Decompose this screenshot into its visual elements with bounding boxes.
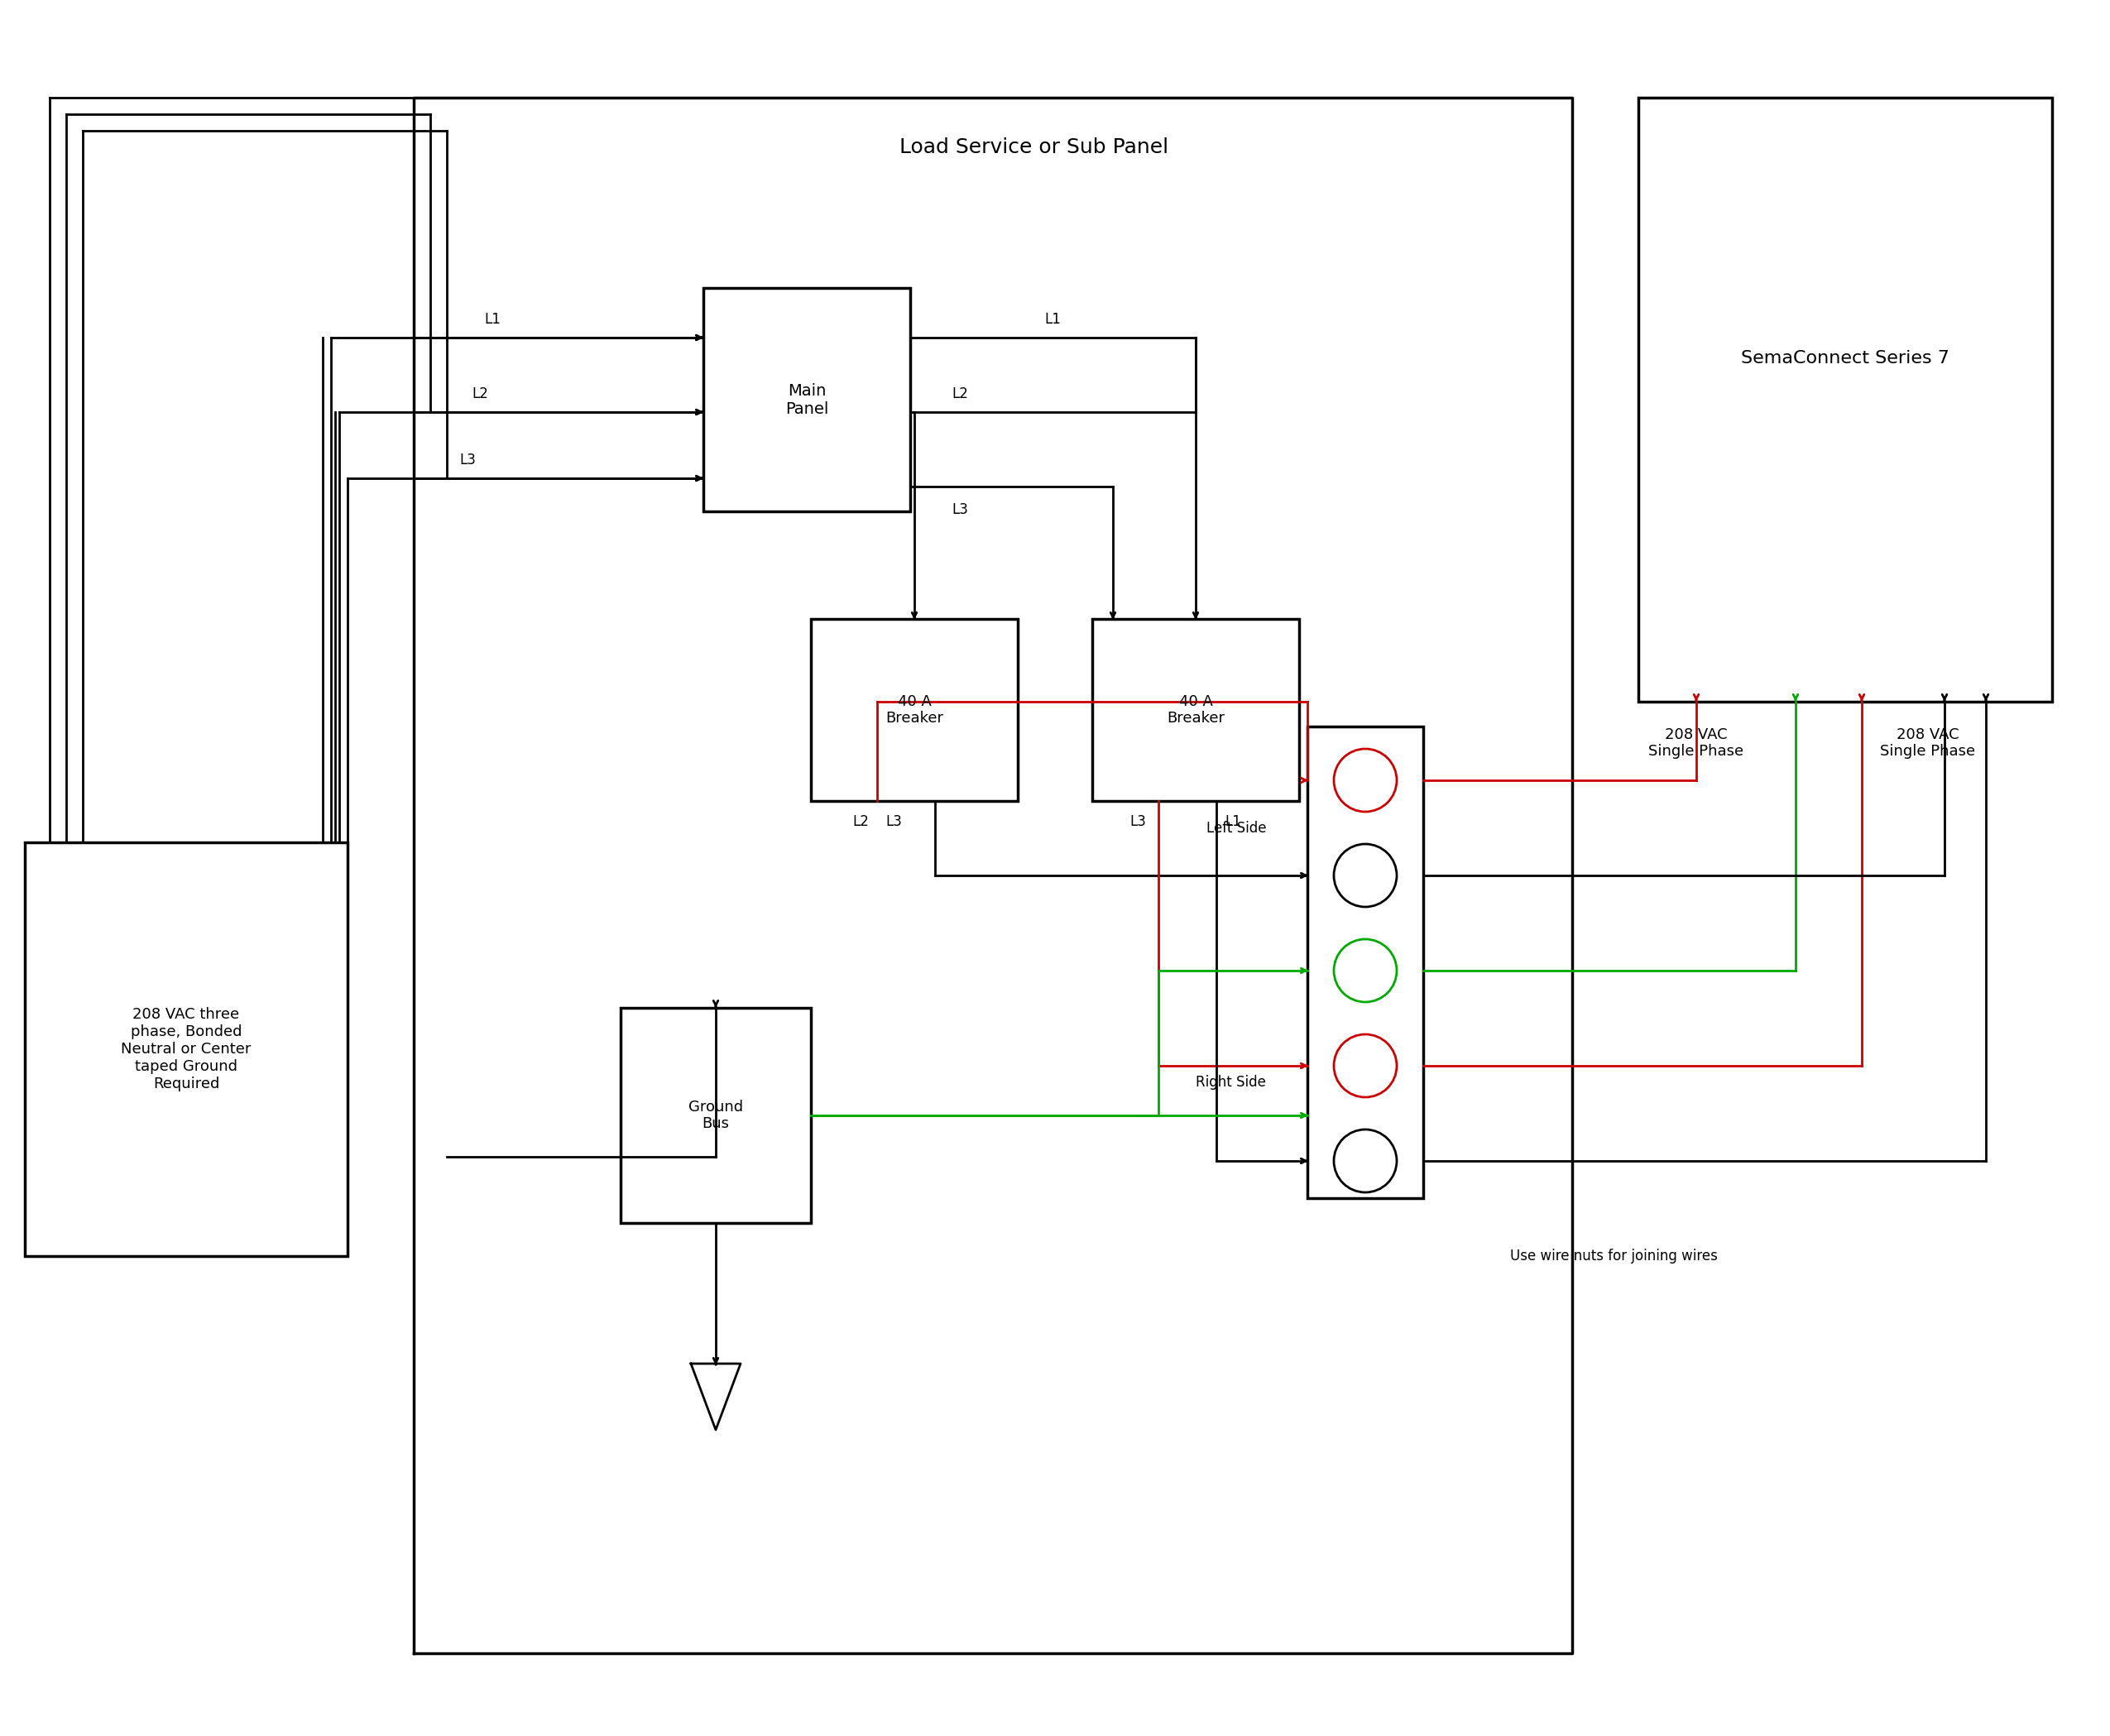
Circle shape — [1334, 748, 1397, 812]
Text: L2: L2 — [473, 387, 487, 401]
Text: 40 A
Breaker: 40 A Breaker — [1167, 694, 1224, 726]
Text: Main
Panel: Main Panel — [785, 382, 829, 417]
Text: Right Side: Right Side — [1196, 1075, 1266, 1090]
Circle shape — [1334, 1035, 1397, 1097]
Text: Use wire nuts for joining wires: Use wire nuts for joining wires — [1511, 1248, 1718, 1264]
Text: L3: L3 — [952, 502, 968, 517]
Bar — [1308, 726, 1424, 1198]
Text: SemaConnect Series 7: SemaConnect Series 7 — [1741, 351, 1950, 366]
Circle shape — [1334, 1130, 1397, 1193]
Text: 40 A
Breaker: 40 A Breaker — [886, 694, 943, 726]
Text: L1: L1 — [1224, 814, 1241, 830]
Circle shape — [1334, 939, 1397, 1002]
Text: L3: L3 — [886, 814, 901, 830]
Text: L1: L1 — [483, 312, 500, 326]
Bar — [810, 620, 1017, 800]
Text: L3: L3 — [460, 453, 475, 467]
Text: 208 VAC three
phase, Bonded
Neutral or Center
taped Ground
Required: 208 VAC three phase, Bonded Neutral or C… — [120, 1007, 251, 1092]
Text: L3: L3 — [1129, 814, 1146, 830]
Bar — [25, 842, 348, 1257]
Bar — [703, 288, 909, 512]
Text: L2: L2 — [852, 814, 869, 830]
Text: 208 VAC
Single Phase: 208 VAC Single Phase — [1880, 727, 1975, 759]
Text: L2: L2 — [952, 387, 968, 401]
Text: Ground
Bus: Ground Bus — [688, 1099, 743, 1132]
Text: 208 VAC
Single Phase: 208 VAC Single Phase — [1648, 727, 1743, 759]
Text: Load Service or Sub Panel: Load Service or Sub Panel — [899, 137, 1169, 158]
Text: Left Side: Left Side — [1207, 821, 1266, 835]
Circle shape — [1334, 844, 1397, 906]
Bar — [1093, 620, 1300, 800]
Bar — [620, 1009, 810, 1222]
Bar — [1637, 97, 2053, 701]
Text: L1: L1 — [1044, 312, 1061, 326]
